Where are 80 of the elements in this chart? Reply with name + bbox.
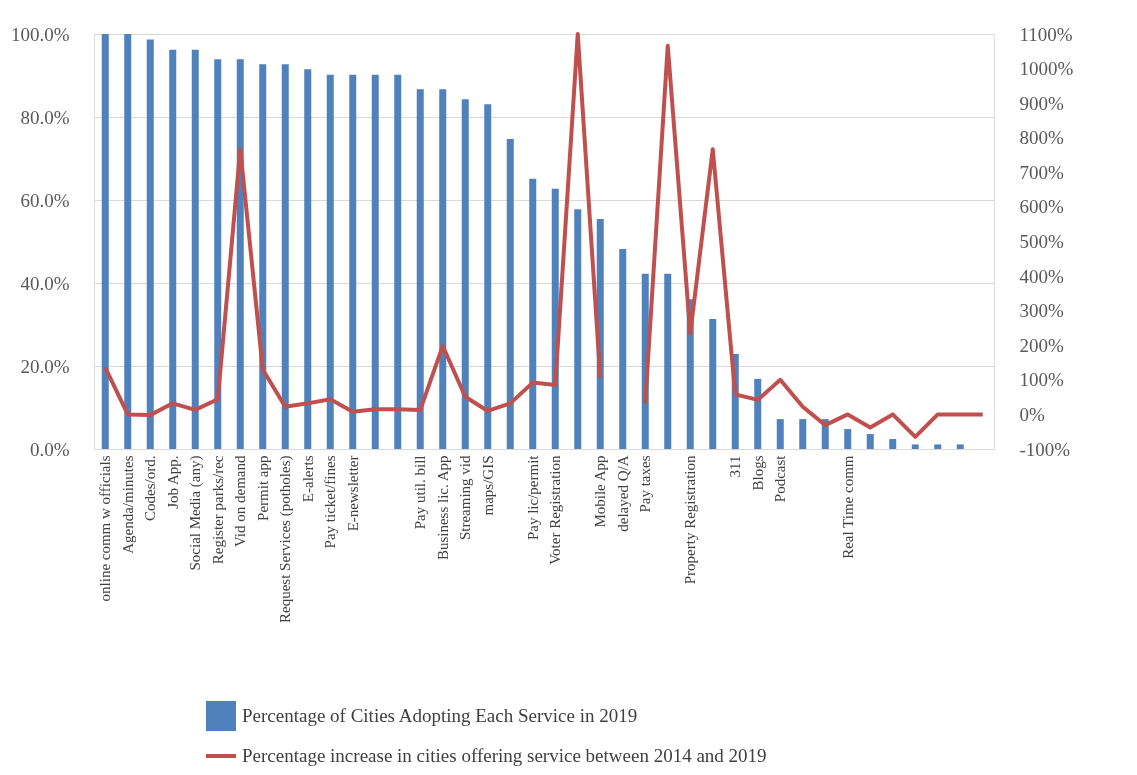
x-tick-label: E-newsletter <box>344 455 361 532</box>
bar <box>214 59 222 449</box>
bar <box>259 64 267 449</box>
x-tick-label: Blogs <box>749 455 766 491</box>
legend-label: Percentage increase in cities offering service between 2014 and 2019 <box>242 745 767 766</box>
bar <box>889 439 897 449</box>
y-tick-label: 40.0% <box>20 272 70 294</box>
bar <box>371 74 379 449</box>
x-tick-label: Job App. <box>164 455 181 509</box>
x-tick-label: Real Time comm <box>839 455 856 559</box>
bar <box>709 319 717 449</box>
y2-tick-label: 0% <box>1019 403 1045 425</box>
bar <box>574 209 582 449</box>
x-tick-label: Vid on demand <box>232 455 249 548</box>
x-tick-label: online comm w officials <box>97 455 114 602</box>
bar <box>124 34 132 449</box>
legend-label: Percentage of Cities Adopting Each Service in 2019 <box>242 705 638 726</box>
x-tick-label: Business lic. App <box>434 455 451 561</box>
bar <box>799 419 807 449</box>
x-tick-label: Pay util. bill <box>412 455 429 530</box>
bar <box>911 444 919 449</box>
bar <box>101 34 109 449</box>
bar <box>304 69 312 449</box>
y-tick-label: 20.0% <box>20 355 70 377</box>
bar <box>439 89 447 449</box>
bar <box>169 49 177 449</box>
x-tick-label: Request Services (potholes) <box>277 455 295 623</box>
bar <box>754 378 762 449</box>
x-tick-label: Pay lic/permit <box>524 454 541 541</box>
y2-tick-label: 900% <box>1019 92 1064 114</box>
bar <box>416 89 424 449</box>
bar <box>844 429 852 449</box>
y2-tick-label: 500% <box>1019 231 1064 252</box>
x-tick-label: Voter Registration <box>547 455 564 565</box>
y-tick-label: 60.0% <box>20 189 70 211</box>
y-tick-label: 0.0% <box>29 438 70 460</box>
bar <box>146 39 154 449</box>
y-tick-label: 80.0% <box>20 106 70 128</box>
bar <box>394 74 402 449</box>
x-tick-label: Podcast <box>772 454 789 503</box>
bar <box>934 444 942 449</box>
x-tick-label: Register parks/rec <box>209 455 226 565</box>
x-tick-label: Pay taxes <box>637 455 654 513</box>
bar <box>349 74 357 449</box>
bar <box>484 104 492 449</box>
bar <box>529 178 537 449</box>
x-tick-label: maps/GIS <box>479 455 496 516</box>
bar <box>461 99 469 449</box>
x-tick-label: Pay ticket/fines <box>322 455 339 549</box>
bar <box>956 444 964 449</box>
bar <box>866 434 874 449</box>
x-tick-label: 311 <box>727 455 744 478</box>
x-tick-label: E-alerts <box>299 455 316 503</box>
y2-tick-label: 800% <box>1019 127 1064 149</box>
y-tick-label: 100.0% <box>10 23 70 45</box>
y2-tick-label: 400% <box>1019 265 1064 287</box>
x-tick-label: Codes/ord. <box>142 455 159 521</box>
y2-tick-label: 100% <box>1019 369 1064 391</box>
x-tick-label: delayed Q/A <box>614 455 631 532</box>
y2-tick-label: 600% <box>1019 196 1064 218</box>
y2-tick-label: 700% <box>1019 161 1064 183</box>
bar <box>506 139 514 449</box>
bar <box>664 273 672 449</box>
x-tick-label: Property Registration <box>682 455 699 585</box>
x-tick-label: Agenda/minutes <box>119 455 136 554</box>
bar <box>281 64 289 449</box>
y2-tick-label: 1000% <box>1019 58 1074 80</box>
bar <box>776 419 784 449</box>
bar <box>191 49 199 449</box>
x-tick-label: Permit app <box>254 455 271 521</box>
y2-tick-label: -100% <box>1019 438 1071 460</box>
bar <box>619 248 627 449</box>
y2-tick-label: 300% <box>1019 300 1064 322</box>
y2-tick-label: 200% <box>1019 334 1064 356</box>
x-tick-label: Mobile App <box>592 455 609 528</box>
x-tick-label: Social Media (any) <box>187 455 205 571</box>
y2-tick-label: 1100% <box>1019 23 1073 45</box>
bar <box>326 74 334 449</box>
x-tick-label: Streaming vid <box>457 455 474 541</box>
bar <box>236 59 244 449</box>
